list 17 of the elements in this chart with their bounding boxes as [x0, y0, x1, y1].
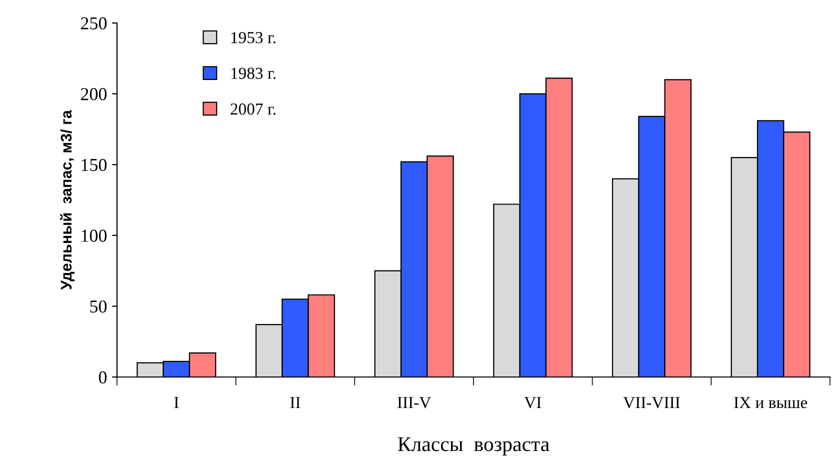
x-tick-label: IX и выше	[734, 397, 808, 408]
y-tick-label: 0	[98, 371, 107, 384]
y-tick-label: 250	[80, 17, 107, 30]
y-tick-label: 200	[80, 88, 107, 100]
x-tick-label: VI	[524, 397, 542, 408]
y-axis-title: Удельный запас, м3/ га	[60, 110, 75, 290]
y-tick-label: 50	[90, 300, 107, 313]
x-tick-label: II	[290, 397, 300, 408]
y-tick-label: 150	[82, 158, 107, 172]
x-tick-label: III-V	[398, 397, 432, 408]
legend-label: 1983 г.	[231, 68, 276, 80]
x-axis-title: Классы возраста	[398, 437, 550, 456]
y-tick-label: 100	[82, 230, 107, 242]
x-tick-label: I	[174, 397, 179, 408]
legend-label: 1953 г.	[231, 32, 276, 44]
legend-label: 2007 г.	[230, 103, 276, 115]
x-tick-label: VII-VIII	[623, 397, 680, 408]
